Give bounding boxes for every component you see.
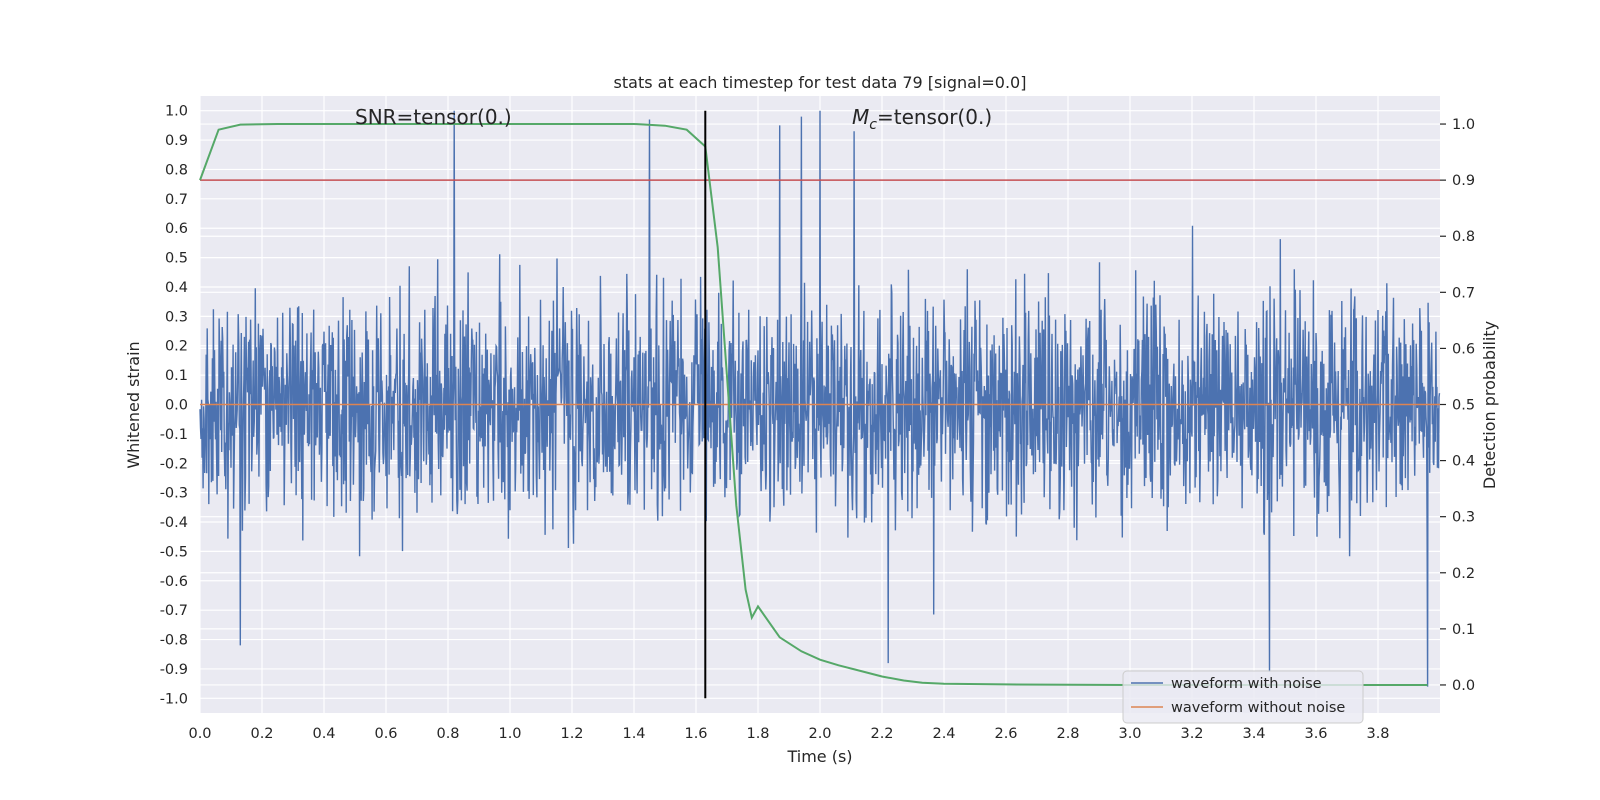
x-tick-label: 3.8 (1366, 726, 1389, 742)
y-tick-labels: 1.0 0.9 0.8 0.7 0.6 0.5 0.4 0.3 0.2 0.1 0.0 -0.1 -0.… (160, 104, 188, 708)
y-tick-label: -0.4 (160, 515, 188, 531)
y2-tick-label: 0.0 (1452, 678, 1475, 694)
x-tick-label: 0.0 (188, 726, 211, 742)
x-tick-label: 3.4 (1242, 726, 1265, 742)
y2-tick-label: 0.5 (1452, 398, 1475, 414)
y-tick-label: -0.6 (160, 574, 188, 590)
x-tick-label: 2.0 (808, 726, 831, 742)
x-tick-label: 3.6 (1304, 726, 1327, 742)
x-tick-label: 0.8 (436, 726, 459, 742)
y-tick-label: 0.7 (165, 192, 188, 208)
legend-label-noisy: waveform with noise (1171, 676, 1322, 692)
y2-tick-label: 0.1 (1452, 622, 1475, 638)
y-tick-label: 0.9 (165, 133, 188, 149)
noisy-waveform-series (199, 110, 1441, 687)
y-axis-label: Whitened strain (124, 341, 143, 468)
detection-probability-line (199, 123, 1428, 686)
x-axis-label: Time (s) (786, 747, 852, 766)
y-tick-label: 0.4 (165, 280, 188, 296)
y2-tick-labels: 1.0 0.9 0.8 0.7 0.6 0.5 0.4 0.3 0.2 0.1 0.0 (1440, 117, 1475, 694)
x-tick-label: 2.2 (870, 726, 893, 742)
chirp-mass-value: =tensor(0.) (877, 105, 992, 129)
x-tick-label: 0.6 (374, 726, 397, 742)
y2-axis-label: Detection probability (1480, 321, 1499, 489)
y-tick-label: -0.3 (160, 486, 188, 502)
chirp-mass-subscript: c (869, 117, 877, 133)
detection-probability-series (199, 123, 1428, 686)
x-tick-label: 2.4 (932, 726, 955, 742)
y-tick-label: 0.2 (165, 339, 188, 355)
x-tick-label: 1.8 (746, 726, 769, 742)
y-tick-label: -0.8 (160, 633, 188, 649)
x-tick-label: 3.0 (1118, 726, 1141, 742)
noisy-waveform-line (199, 110, 1441, 687)
chart-title: stats at each timestep for test data 79 … (614, 73, 1027, 92)
x-tick-labels: 0.0 0.2 0.4 0.6 0.8 1.0 1.2 1.4 1.6 1.8 2.0 2.2 2.4 2… (188, 726, 1389, 742)
x-tick-label: 1.4 (622, 726, 645, 742)
y-tick-label: 0.0 (165, 398, 188, 414)
y2-tick-label: 0.8 (1452, 229, 1475, 245)
x-tick-label: 0.2 (250, 726, 273, 742)
y-tick-label: 0.8 (165, 162, 188, 178)
x-tick-label: 1.6 (684, 726, 707, 742)
y-tick-label: 0.1 (165, 368, 188, 384)
y2-tick-label: 1.0 (1452, 117, 1475, 133)
y2-tick-label: 0.2 (1452, 566, 1475, 582)
legend-box (1122, 670, 1364, 724)
x-tick-label: 1.2 (560, 726, 583, 742)
x-tick-label: 1.0 (498, 726, 521, 742)
y2-tick-label: 0.3 (1452, 510, 1475, 526)
legend: waveform with noise waveform without noi… (1122, 670, 1364, 724)
y2-tick-label: 0.7 (1452, 285, 1475, 301)
chirp-mass-annotation: Mc=tensor(0.) (852, 105, 992, 133)
x-tick-label: 2.8 (1056, 726, 1079, 742)
x-tick-label: 2.6 (994, 726, 1017, 742)
x-tick-label: 3.2 (1180, 726, 1203, 742)
y-tick-label: -0.7 (160, 603, 188, 619)
legend-label-clean: waveform without noise (1171, 700, 1345, 716)
y-tick-label: 0.3 (165, 309, 188, 325)
y2-tick-label: 0.6 (1452, 341, 1475, 357)
y2-tick-label: 0.9 (1452, 173, 1475, 189)
y-tick-label: -0.1 (160, 427, 188, 443)
snr-annotation: SNR=tensor(0.) (355, 105, 512, 129)
y-tick-label: 1.0 (165, 104, 188, 120)
y-tick-label: 0.5 (165, 251, 188, 267)
chirp-mass-symbol: M (852, 105, 869, 129)
y-tick-label: -1.0 (160, 691, 188, 707)
y-tick-label: 0.6 (165, 221, 188, 237)
y2-tick-label: 0.4 (1452, 454, 1475, 470)
x-tick-label: 0.4 (312, 726, 335, 742)
y-tick-label: -0.9 (160, 662, 188, 678)
y-tick-label: -0.2 (160, 456, 188, 472)
y-tick-label: -0.5 (160, 544, 188, 560)
